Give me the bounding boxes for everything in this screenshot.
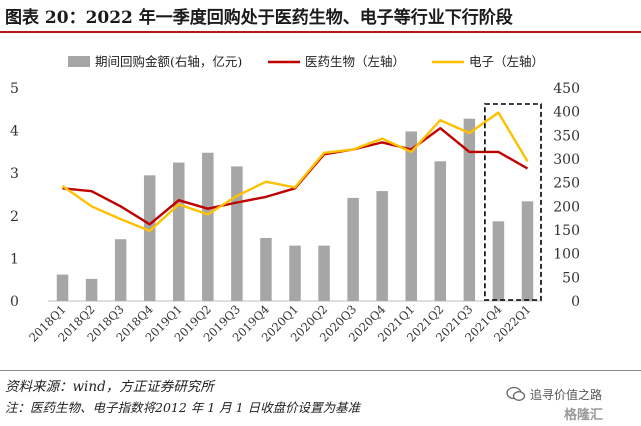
left-tick-label: 2 bbox=[10, 209, 19, 225]
right-axis-ticks: 0 50 100 150 200 250 300 350 400 450 bbox=[553, 81, 580, 310]
line-series bbox=[61, 111, 529, 233]
bar bbox=[376, 191, 388, 301]
left-axis-ticks: 0 1 2 3 4 5 bbox=[10, 81, 19, 310]
legend-electronics-label: 电子（左轴） bbox=[469, 54, 544, 69]
bar bbox=[231, 166, 243, 301]
watermark: 追寻价值之路 格隆汇 bbox=[506, 384, 636, 424]
wechat-icon bbox=[506, 386, 526, 401]
bar bbox=[143, 175, 156, 301]
left-tick-label: 3 bbox=[10, 166, 19, 182]
bar bbox=[521, 201, 534, 301]
right-tick-label: 400 bbox=[553, 105, 580, 121]
right-tick-label: 350 bbox=[553, 128, 580, 144]
combo-chart: 0 1 2 3 4 5 0 50 100 150 200 250 300 350 400 450 2018Q… bbox=[10, 54, 580, 345]
legend-bar-swatch bbox=[68, 56, 90, 67]
right-tick-label: 450 bbox=[553, 81, 580, 97]
bar bbox=[173, 162, 185, 301]
right-tick-label: 150 bbox=[553, 223, 580, 239]
right-tick-label: 50 bbox=[562, 270, 580, 286]
bar bbox=[434, 161, 447, 301]
bar bbox=[85, 278, 98, 301]
legend-medical-label: 医药生物（左轴） bbox=[305, 54, 405, 69]
medical-line bbox=[62, 126, 529, 226]
right-tick-label: 0 bbox=[571, 294, 580, 310]
page-title: 图表 20：2022 年一季度回购处于医药生物、电子等行业下行阶段 bbox=[5, 8, 513, 28]
footnote: 注：医药生物、电子指数将2012 年 1 月 1 日收盘价设置为基准 bbox=[5, 400, 361, 415]
title-underline bbox=[0, 31, 641, 33]
electronics-line bbox=[61, 111, 529, 233]
footer-rule bbox=[0, 370, 641, 371]
legend-bar-label: 期间回购金额(右轴，亿元) bbox=[95, 54, 242, 69]
bar bbox=[289, 245, 301, 301]
right-tick-label: 100 bbox=[553, 247, 580, 263]
left-tick-label: 0 bbox=[10, 294, 19, 310]
right-tick-label: 200 bbox=[553, 199, 580, 215]
bar bbox=[114, 239, 127, 301]
bar-series bbox=[56, 118, 534, 301]
left-tick-label: 4 bbox=[10, 124, 19, 140]
legend: 期间回购金额(右轴，亿元) 医药生物（左轴） 电子（左轴） bbox=[68, 54, 544, 69]
bar bbox=[405, 131, 417, 301]
source-note: 资料来源：wind，方正证券研究所 bbox=[5, 379, 214, 395]
x-axis-ticks: 2018Q12018Q22018Q32018Q42019Q12019Q22019… bbox=[26, 302, 533, 344]
bar bbox=[463, 118, 476, 301]
bar bbox=[260, 237, 272, 301]
bar bbox=[56, 274, 69, 301]
right-tick-label: 250 bbox=[553, 176, 580, 192]
right-tick-label: 300 bbox=[553, 152, 580, 168]
highlight-box bbox=[484, 103, 542, 301]
watermark-logo-text: 格隆汇 bbox=[564, 408, 604, 423]
bar bbox=[202, 152, 214, 301]
bar bbox=[347, 197, 359, 301]
bar bbox=[318, 245, 330, 301]
watermark-account-name: 追寻价值之路 bbox=[530, 388, 603, 402]
left-tick-label: 5 bbox=[10, 81, 19, 97]
bar bbox=[492, 221, 505, 301]
left-tick-label: 1 bbox=[10, 251, 19, 267]
